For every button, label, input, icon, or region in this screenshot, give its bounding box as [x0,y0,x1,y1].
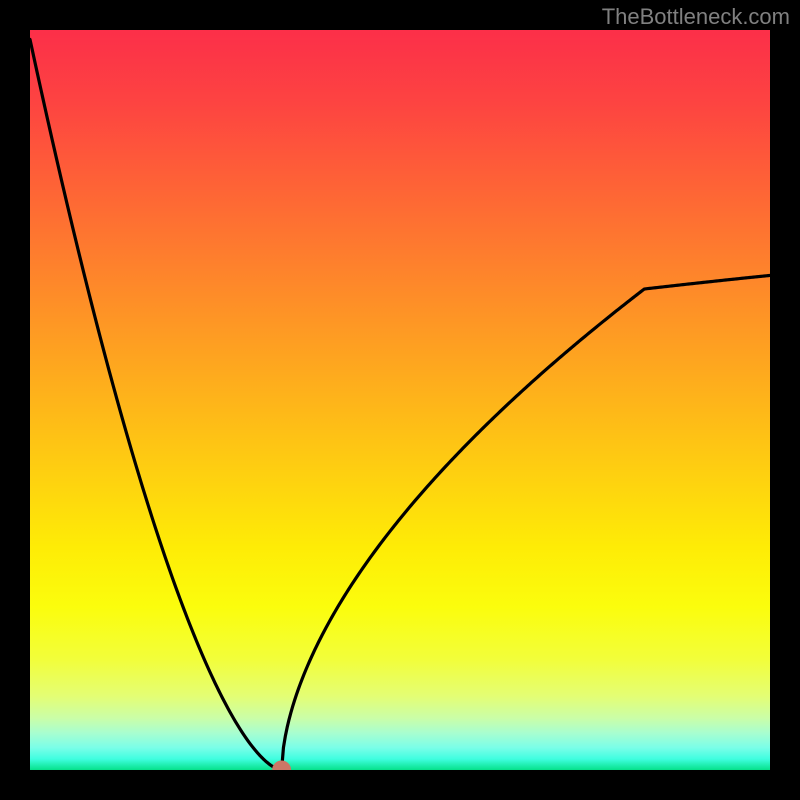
watermark-text: TheBottleneck.com [602,4,790,30]
chart-frame: TheBottleneck.com [0,0,800,800]
gradient-background [30,30,770,770]
plot-area [30,30,770,770]
chart-svg [30,30,770,770]
